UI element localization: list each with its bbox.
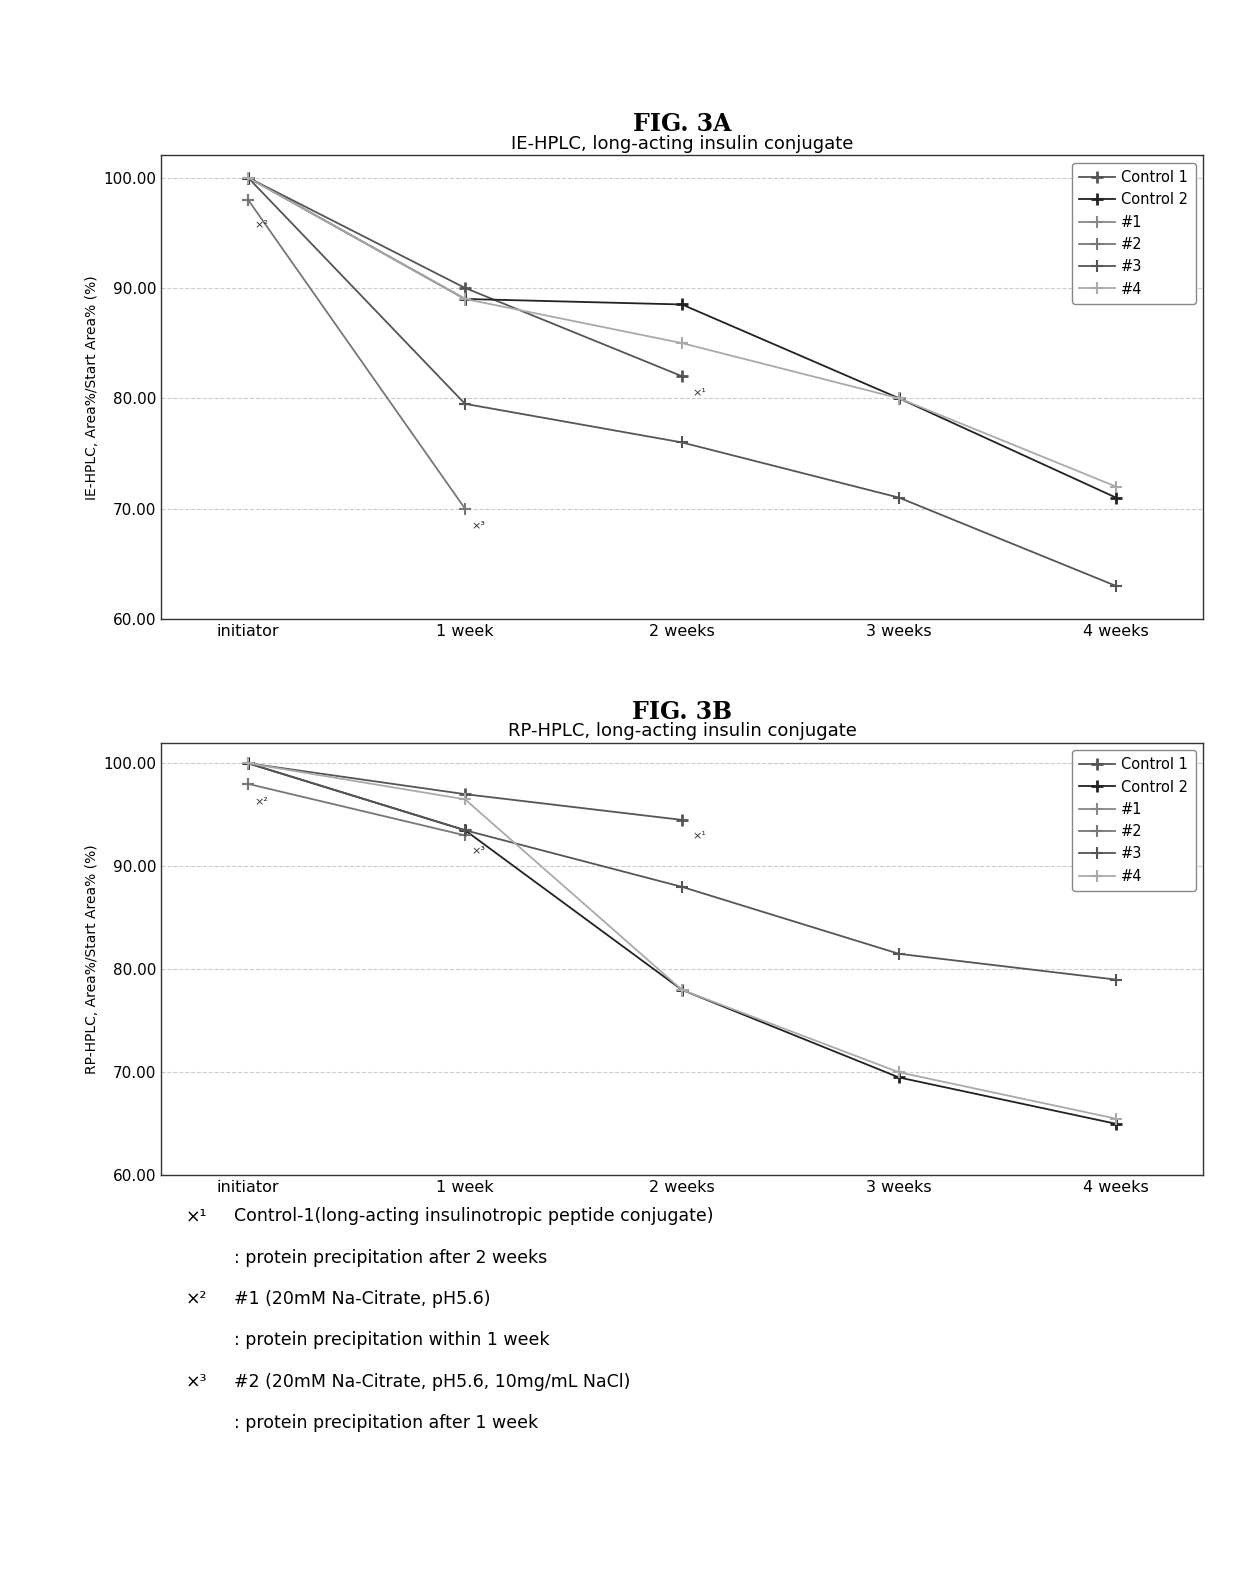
Text: : protein precipitation within 1 week: : protein precipitation within 1 week [223,1332,549,1349]
Y-axis label: IE-HPLC, Area%/Start Area% (%): IE-HPLC, Area%/Start Area% (%) [86,276,99,500]
Text: ×²: ×² [186,1290,207,1308]
Text: #1 (20mM Na-Citrate, pH5.6): #1 (20mM Na-Citrate, pH5.6) [223,1290,491,1308]
Text: Control-1(long-acting insulinotropic peptide conjugate): Control-1(long-acting insulinotropic pep… [223,1207,714,1225]
Legend: Control 1, Control 2, #1, #2, #3, #4: Control 1, Control 2, #1, #2, #3, #4 [1071,750,1195,890]
Title: RP-HPLC, long-acting insulin conjugate: RP-HPLC, long-acting insulin conjugate [507,722,857,739]
Title: IE-HPLC, long-acting insulin conjugate: IE-HPLC, long-acting insulin conjugate [511,134,853,153]
Text: ×³: ×³ [186,1373,207,1391]
Y-axis label: RP-HPLC, Area%/Start Area% (%): RP-HPLC, Area%/Start Area% (%) [86,844,99,1074]
Text: ×¹: ×¹ [693,387,707,398]
Text: ×¹: ×¹ [693,830,707,841]
Text: #2 (20mM Na-Citrate, pH5.6, 10mg/mL NaCl): #2 (20mM Na-Citrate, pH5.6, 10mg/mL NaCl… [223,1373,631,1391]
Text: FIG. 3A: FIG. 3A [632,113,732,137]
Text: ×²: ×² [254,218,268,229]
Text: ×¹: ×¹ [186,1207,207,1225]
Text: ×³: ×³ [471,521,486,530]
Text: ×³: ×³ [471,846,486,855]
Text: : protein precipitation after 2 weeks: : protein precipitation after 2 weeks [223,1249,547,1266]
Text: : protein precipitation after 1 week: : protein precipitation after 1 week [223,1415,538,1432]
Legend: Control 1, Control 2, #1, #2, #3, #4: Control 1, Control 2, #1, #2, #3, #4 [1071,162,1195,304]
Text: FIG. 3B: FIG. 3B [632,699,732,723]
Text: ×²: ×² [254,796,268,806]
